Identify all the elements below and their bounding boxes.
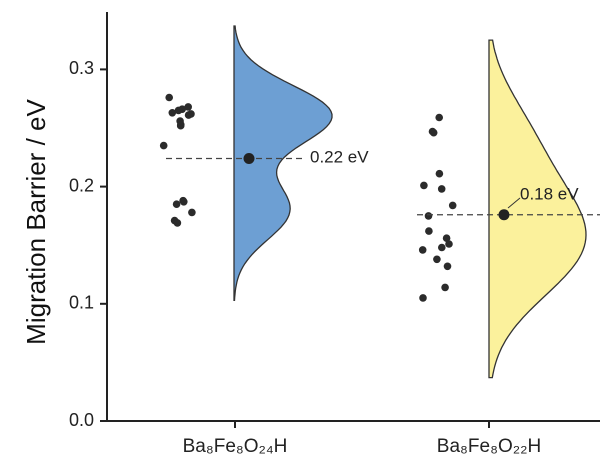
data-point bbox=[176, 121, 185, 130]
data-point bbox=[174, 106, 183, 115]
data-point bbox=[443, 262, 452, 271]
mean-value-label: 0.18 eV bbox=[520, 184, 579, 203]
data-point bbox=[424, 212, 433, 220]
mean-marker bbox=[498, 209, 510, 221]
violin-group: 0.22 eV bbox=[159, 25, 369, 301]
data-point bbox=[429, 128, 438, 137]
x-categories: Ba₈Fe₈O₂₄H Ba₈Fe₈O₂₂H bbox=[183, 421, 541, 457]
data-point bbox=[165, 93, 173, 102]
data-point bbox=[445, 240, 453, 248]
data-point bbox=[168, 109, 177, 117]
data-point bbox=[433, 255, 441, 264]
data-point bbox=[184, 103, 192, 111]
mean-label-leader bbox=[507, 197, 521, 209]
data-point bbox=[418, 246, 427, 254]
data-point bbox=[184, 111, 193, 119]
violins: 0.22 eV 0.18 eV bbox=[159, 25, 600, 379]
data-point bbox=[438, 243, 446, 252]
y-ticks: 0.0 0.1 0.2 0.3 bbox=[69, 58, 107, 430]
y-tick-label: 0.2 bbox=[69, 175, 94, 195]
mean-value-label: 0.22 eV bbox=[310, 147, 369, 166]
y-tick-label: 0.3 bbox=[69, 58, 94, 78]
data-point bbox=[441, 283, 449, 292]
data-point bbox=[437, 185, 446, 193]
data-point bbox=[173, 219, 182, 227]
violin-density bbox=[488, 39, 587, 379]
y-tick-label: 0.0 bbox=[69, 410, 94, 430]
data-point bbox=[435, 169, 444, 178]
data-point bbox=[159, 141, 168, 150]
data-point bbox=[425, 227, 433, 235]
y-tick-label: 0.1 bbox=[69, 293, 94, 313]
data-point bbox=[180, 198, 188, 206]
data-point bbox=[188, 208, 196, 217]
mean-marker bbox=[243, 152, 255, 164]
data-point bbox=[420, 181, 428, 190]
x-category-label: Ba₈Fe₈O₂₄H bbox=[183, 436, 288, 457]
x-category-label: Ba₈Fe₈O₂₂H bbox=[437, 436, 541, 457]
data-point bbox=[172, 200, 181, 208]
y-axis-label: Migration Barrier / eV bbox=[21, 99, 51, 345]
data-point bbox=[435, 113, 444, 122]
violin-density bbox=[233, 25, 333, 301]
violin-group: 0.18 eV bbox=[417, 39, 600, 379]
data-point bbox=[419, 294, 427, 302]
data-point bbox=[442, 234, 451, 242]
data-point bbox=[448, 201, 457, 210]
